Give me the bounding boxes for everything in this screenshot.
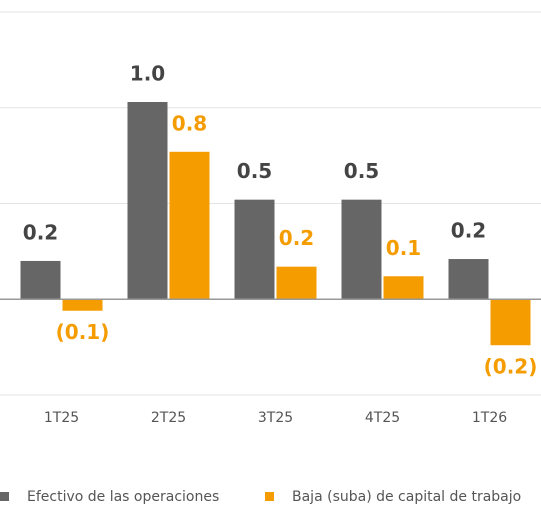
data-label: 0.2 xyxy=(23,220,58,244)
data-label: 1.0 xyxy=(130,62,165,86)
legend-label: Baja (suba) de capital de trabajo xyxy=(292,489,521,505)
data-label: 0.1 xyxy=(386,236,421,260)
bar xyxy=(20,260,61,300)
bar xyxy=(448,259,489,300)
data-label: 0.8 xyxy=(172,111,207,135)
bar xyxy=(490,299,531,346)
data-label: (0.2) xyxy=(484,355,538,379)
x-tick-label: 1T26 xyxy=(472,410,507,426)
bar xyxy=(341,199,382,300)
x-tick-label: 1T25 xyxy=(44,410,79,426)
legend-label: Efectivo de las operaciones xyxy=(27,489,219,505)
data-label: 0.2 xyxy=(279,226,314,250)
data-label: 0.2 xyxy=(451,219,486,243)
legend-swatch xyxy=(0,492,9,501)
bar xyxy=(234,199,275,300)
x-tick-label: 3T25 xyxy=(258,410,293,426)
data-label: (0.1) xyxy=(56,320,110,344)
bar xyxy=(383,276,424,300)
bar xyxy=(169,151,210,300)
x-tick-label: 2T25 xyxy=(151,410,186,426)
data-label: 0.5 xyxy=(237,159,272,183)
x-tick-label: 4T25 xyxy=(365,410,400,426)
data-label: 0.5 xyxy=(344,159,379,183)
bar xyxy=(276,266,317,300)
bar xyxy=(62,299,103,311)
bar xyxy=(127,102,168,300)
legend-swatch xyxy=(265,492,274,501)
